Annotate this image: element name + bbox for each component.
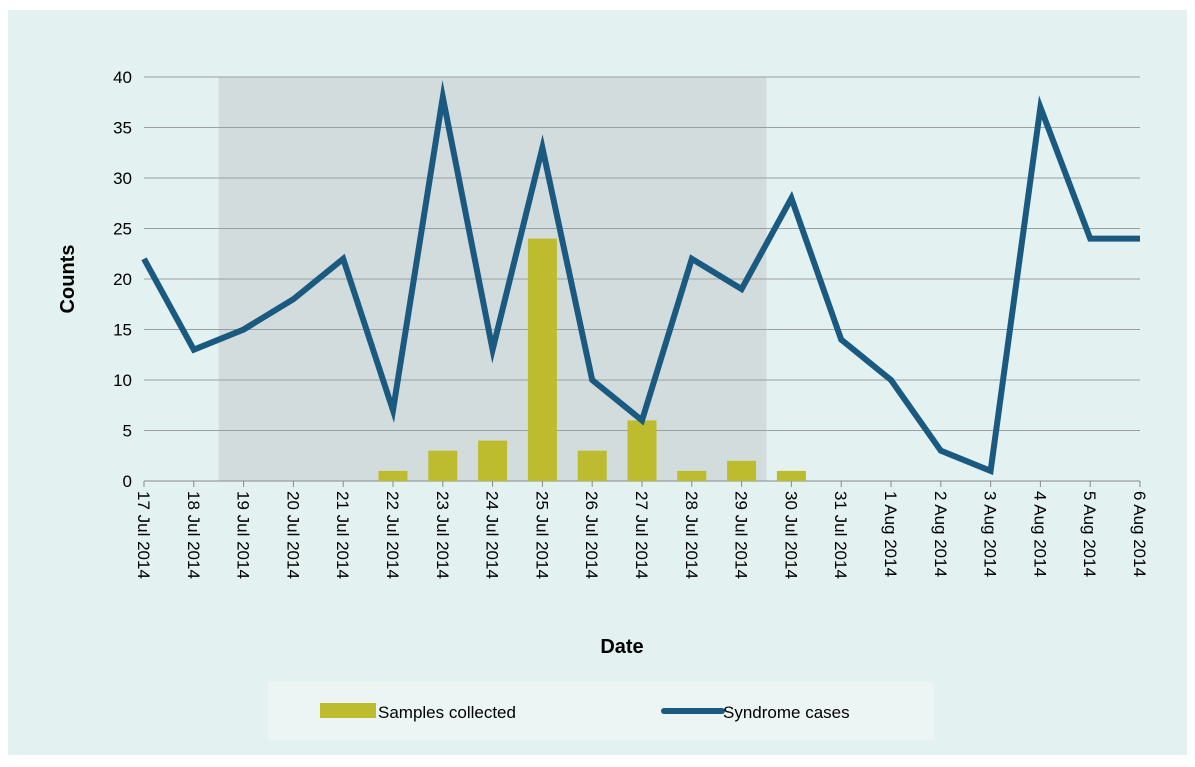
x-tick-label: 28 Jul 2014 bbox=[682, 491, 701, 579]
bar-samples-collected bbox=[428, 450, 458, 481]
x-tick-label: 22 Jul 2014 bbox=[383, 491, 402, 579]
y-tick-label: 30 bbox=[113, 169, 132, 188]
y-tick-label: 5 bbox=[123, 422, 132, 441]
x-tick-label: 23 Jul 2014 bbox=[433, 491, 452, 579]
bar-samples-collected bbox=[378, 470, 408, 481]
bar-samples-collected bbox=[527, 238, 557, 481]
x-tick-label: 29 Jul 2014 bbox=[732, 491, 751, 579]
x-axis-label: Date bbox=[600, 636, 643, 658]
legend: Samples collected Syndrome cases bbox=[268, 682, 934, 740]
bar-samples-collected bbox=[577, 450, 607, 481]
bar-samples-collected bbox=[677, 470, 707, 481]
x-tick-label: 5 Aug 2014 bbox=[1080, 491, 1099, 577]
bar-samples-collected bbox=[727, 460, 757, 481]
y-tick-label: 35 bbox=[113, 119, 132, 138]
x-tick-label: 3 Aug 2014 bbox=[981, 491, 1000, 577]
x-tick-label: 31 Jul 2014 bbox=[831, 491, 850, 579]
y-tick-label: 0 bbox=[123, 472, 132, 491]
x-tick-label: 17 Jul 2014 bbox=[134, 491, 153, 579]
y-axis-label: Counts bbox=[57, 245, 79, 314]
bar-samples-collected bbox=[478, 440, 508, 481]
x-tick-label: 2 Aug 2014 bbox=[931, 491, 950, 577]
x-tick-label: 20 Jul 2014 bbox=[283, 491, 302, 579]
x-tick-label: 24 Jul 2014 bbox=[483, 491, 502, 579]
x-tick-label: 30 Jul 2014 bbox=[781, 491, 800, 579]
x-tick-label: 18 Jul 2014 bbox=[184, 491, 203, 579]
y-tick-label: 25 bbox=[113, 220, 132, 239]
legend-box bbox=[268, 682, 934, 740]
y-tick-label: 15 bbox=[113, 321, 132, 340]
x-tick-label: 27 Jul 2014 bbox=[632, 491, 651, 579]
x-tick-label: 4 Aug 2014 bbox=[1030, 491, 1049, 577]
x-tick-label: 1 Aug 2014 bbox=[881, 491, 900, 577]
x-tick-label: 25 Jul 2014 bbox=[532, 491, 551, 579]
legend-label-syndrome: Syndrome cases bbox=[723, 703, 850, 722]
x-tick-label: 6 Aug 2014 bbox=[1130, 491, 1149, 577]
x-tick-label: 26 Jul 2014 bbox=[582, 491, 601, 579]
legend-label-samples: Samples collected bbox=[378, 703, 516, 722]
line-syndrome-cases bbox=[141, 80, 1140, 476]
y-tick-label: 20 bbox=[113, 270, 132, 289]
x-tick-label: 19 Jul 2014 bbox=[234, 491, 253, 579]
x-tick-label: 21 Jul 2014 bbox=[333, 491, 352, 579]
legend-swatch-samples bbox=[320, 703, 376, 718]
y-tick-label: 40 bbox=[113, 68, 132, 87]
bar-samples-collected bbox=[627, 420, 657, 481]
y-tick-label: 10 bbox=[113, 371, 132, 390]
bar-samples-collected bbox=[776, 470, 806, 481]
